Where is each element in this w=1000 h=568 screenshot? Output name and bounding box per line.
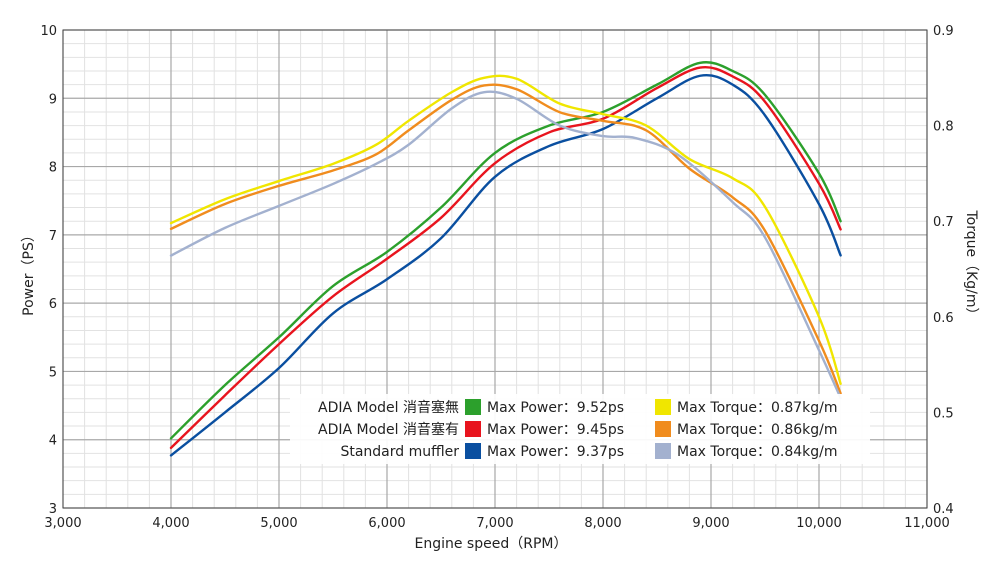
plot-frame	[62, 29, 928, 509]
y-right-axis-title: Torque（Kg/m）	[963, 209, 979, 321]
x-tick-label: 7,000	[476, 516, 513, 531]
legend-row-1-power-swatch	[465, 399, 481, 415]
legend-row-3-power-swatch	[465, 443, 481, 459]
x-tick-label: 5,000	[260, 516, 297, 531]
power-line-standard-muffler	[169, 74, 842, 457]
legend-row-3-name: Standard muffler	[340, 444, 459, 460]
legend-row-2-torque-label: Max Torque：0.86kg/m	[677, 422, 838, 438]
legend-row-2-name: ADIA Model 消音塞有	[318, 421, 459, 438]
x-tick-label: 9,000	[692, 516, 729, 531]
legend-row-3-torque-swatch	[655, 443, 671, 459]
y-right-tick-labels: 0.4 0.5 0.6 0.7 0.8 0.9	[933, 24, 954, 517]
legend-row-1-name: ADIA Model 消音塞無	[318, 399, 459, 416]
y-right-tick-label: 0.7	[933, 215, 954, 230]
y-right-tick-label: 0.9	[933, 24, 954, 39]
y-left-tick-label: 6	[49, 297, 57, 312]
legend-row-1-torque-label: Max Torque：0.87kg/m	[677, 400, 838, 416]
legend-background	[290, 394, 870, 464]
x-axis-title: Engine speed（RPM）	[415, 536, 568, 552]
power-line-adia-with-plug	[169, 65, 842, 450]
y-left-tick-label: 5	[49, 365, 57, 380]
legend-row-2-torque-swatch	[655, 421, 671, 437]
y-left-tick-label: 9	[49, 92, 57, 107]
y-left-tick-label: 3	[49, 502, 57, 517]
legend-row-3-power-label: Max Power：9.37ps	[487, 444, 624, 460]
legend-row-2-power-label: Max Power：9.45ps	[487, 422, 624, 438]
torque-line-adia-no-plug	[169, 74, 842, 385]
legend-row-2-power-swatch	[465, 421, 481, 437]
legend-row-3-torque-label: Max Torque：0.84kg/m	[677, 444, 838, 460]
x-tick-label: 3,000	[44, 516, 81, 531]
power-line-adia-no-plug	[169, 61, 842, 440]
series-layer	[169, 61, 842, 457]
y-right-tick-label: 0.8	[933, 120, 954, 135]
x-tick-labels: 3,000 4,000 5,000 6,000 7,000 8,000 9,000 10,00…	[44, 516, 949, 531]
x-tick-label: 6,000	[368, 516, 405, 531]
y-right-tick-label: 0.4	[933, 502, 954, 517]
x-tick-label: 10,000	[796, 516, 842, 531]
y-left-tick-label: 8	[49, 161, 57, 176]
y-left-tick-label: 7	[49, 229, 57, 244]
y-left-tick-labels: 3 4 5 6 7 8 9 10	[40, 24, 57, 517]
y-left-axis-title: Power（PS）	[21, 228, 37, 316]
torque-line-standard-muffler	[169, 90, 842, 400]
legend-row-1-power-label: Max Power：9.52ps	[487, 400, 624, 416]
x-tick-label: 4,000	[152, 516, 189, 531]
torque-line-adia-with-plug	[169, 83, 842, 395]
y-left-tick-label: 10	[40, 24, 57, 39]
legend: ADIA Model 消音塞無 Max Power：9.52ps Max Tor…	[290, 394, 870, 464]
legend-row-1-torque-swatch	[655, 399, 671, 415]
y-right-tick-label: 0.5	[933, 406, 954, 421]
y-right-tick-label: 0.6	[933, 311, 954, 326]
x-tick-label: 11,000	[904, 516, 950, 531]
x-tick-label: 8,000	[584, 516, 621, 531]
y-left-tick-label: 4	[49, 434, 57, 449]
